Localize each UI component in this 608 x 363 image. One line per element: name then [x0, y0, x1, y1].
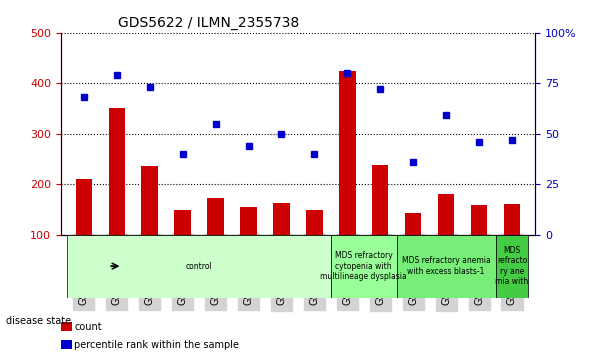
Text: GDS5622 / ILMN_2355738: GDS5622 / ILMN_2355738 [118, 16, 299, 30]
Bar [75, 179, 92, 285]
Text: count: count [74, 322, 102, 332]
Bar [306, 210, 323, 285]
Bar [273, 203, 289, 285]
Text: MDS refractory anemia
with excess blasts-1: MDS refractory anemia with excess blasts… [402, 256, 491, 276]
Bar [109, 109, 125, 285]
Bar [471, 205, 487, 285]
Bar [339, 70, 356, 285]
Text: control: control [186, 262, 212, 270]
Bar [174, 210, 191, 285]
Bar [331, 234, 396, 298]
Bar [67, 234, 331, 298]
Text: percentile rank within the sample: percentile rank within the sample [74, 340, 239, 350]
Text: MDS refractory
cytopenia with
multilineage dysplasia: MDS refractory cytopenia with multilinea… [320, 251, 407, 281]
Bar [396, 234, 496, 298]
Bar [372, 165, 389, 285]
Bar [142, 166, 158, 285]
Bar [240, 207, 257, 285]
Text: disease state: disease state [6, 316, 71, 326]
Bar [207, 198, 224, 285]
Bar [496, 234, 528, 298]
Bar [405, 213, 421, 285]
Bar [438, 194, 454, 285]
Bar [504, 204, 520, 285]
Text: MDS
refracto
ry ane
mia with: MDS refracto ry ane mia with [496, 246, 528, 286]
